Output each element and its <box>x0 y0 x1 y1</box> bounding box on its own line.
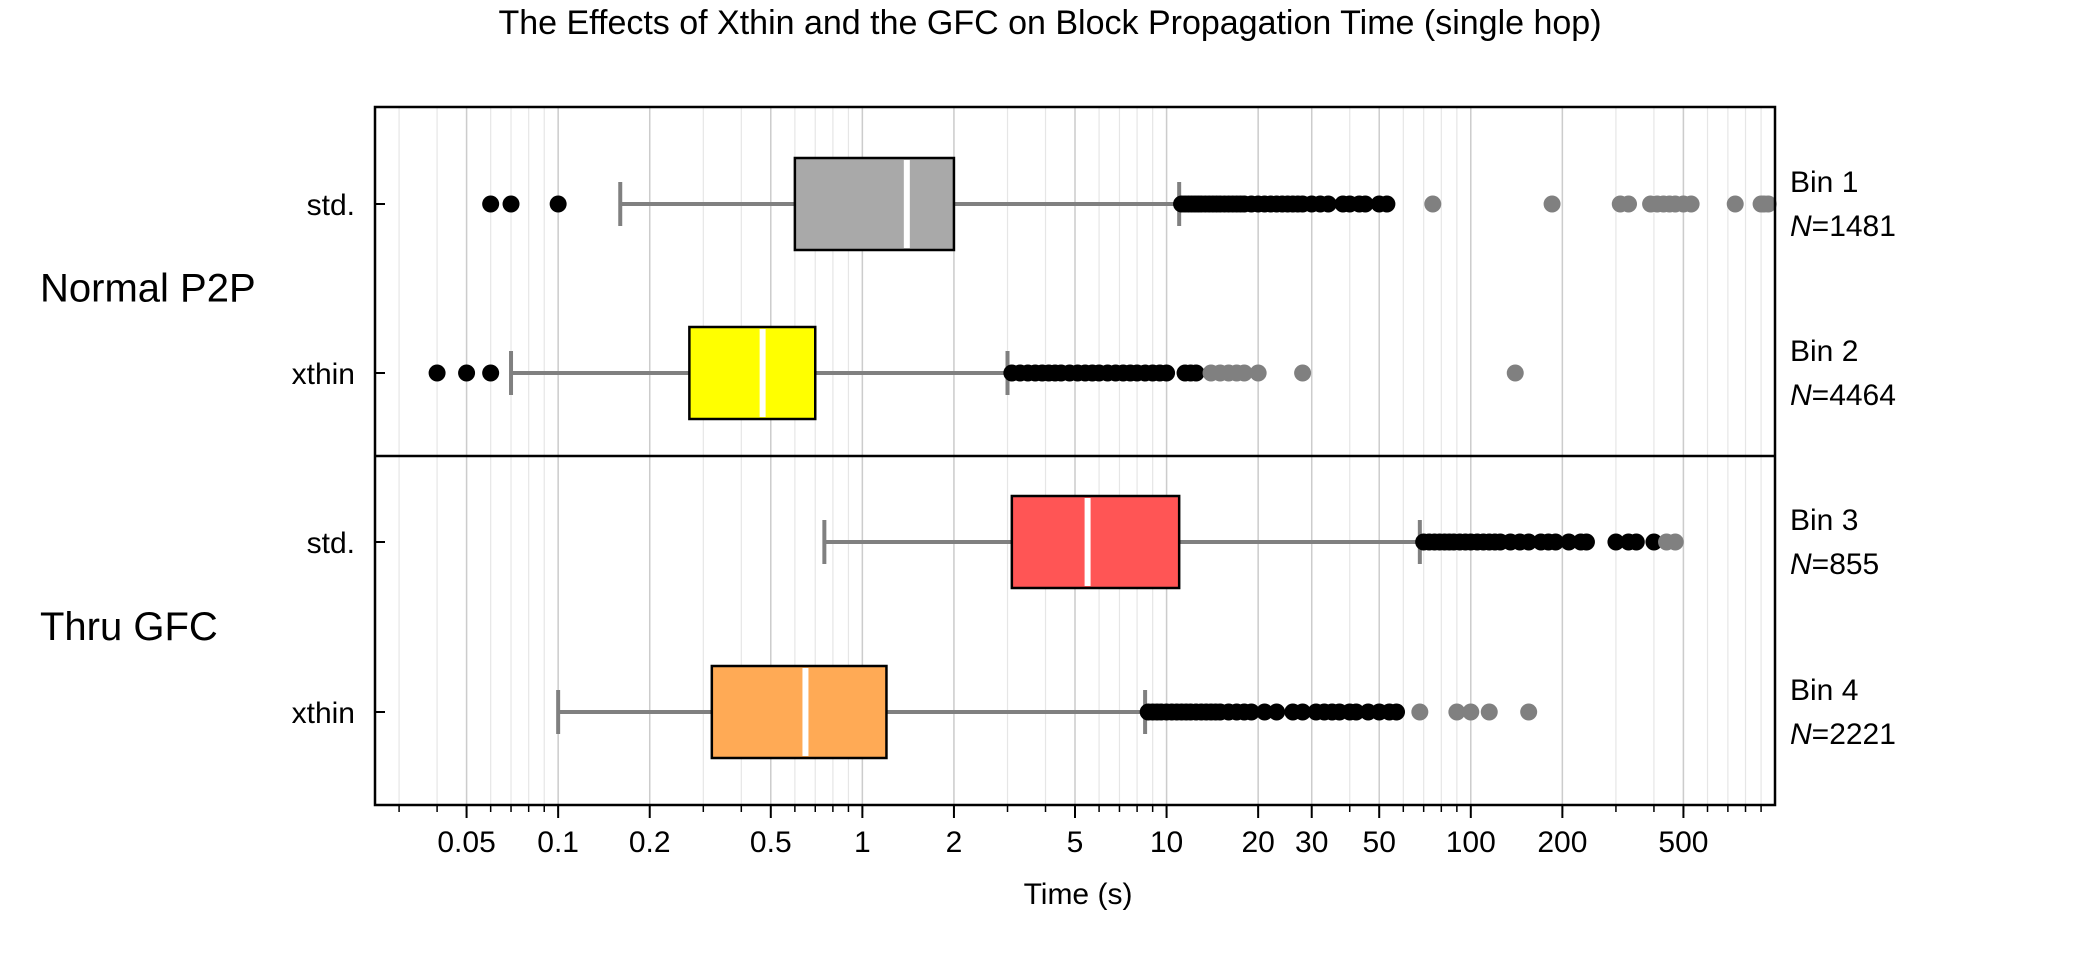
outlier-point <box>1242 703 1260 721</box>
x-tick-label: 0.2 <box>629 826 671 859</box>
far-outlier-point <box>1726 195 1744 213</box>
outlier-point <box>1607 533 1625 551</box>
far-outlier-point <box>1666 533 1684 551</box>
group-label: Thru GFC <box>40 605 218 649</box>
boxplot-row-1 <box>482 156 1777 252</box>
far-outlier-point <box>1620 195 1638 213</box>
x-tick-label: 0.1 <box>537 826 579 859</box>
sample-size-label: N=1481 <box>1790 210 1896 243</box>
n-value: =855 <box>1812 548 1880 581</box>
n-value: =2221 <box>1812 718 1896 751</box>
outlier-point <box>1645 533 1663 551</box>
x-tick-label: 20 <box>1241 826 1274 859</box>
outlier-point <box>1268 703 1286 721</box>
outlier-point <box>1560 533 1578 551</box>
outlier-point <box>458 364 476 382</box>
box-iqr <box>1010 494 1181 590</box>
n-value: =4464 <box>1812 379 1896 412</box>
n-symbol: N <box>1790 548 1812 581</box>
x-tick-label: 0.05 <box>437 826 495 859</box>
x-tick-label: 0.5 <box>750 826 792 859</box>
x-axis-label: Time (s) <box>1024 878 1133 911</box>
sample-size-label: N=4464 <box>1790 379 1896 412</box>
outlier-point <box>1388 703 1406 721</box>
x-tick-label: 2 <box>946 826 963 859</box>
outlier-point <box>549 195 567 213</box>
chart-title: The Effects of Xthin and the GFC on Bloc… <box>498 4 1601 42</box>
x-tick-label: 30 <box>1295 826 1328 859</box>
outlier-point <box>1319 195 1337 213</box>
row-label: xthin <box>292 697 355 730</box>
outlier-point <box>1627 533 1645 551</box>
n-symbol: N <box>1790 718 1812 751</box>
far-outlier-point <box>1682 195 1700 213</box>
far-outlier-point <box>1235 364 1253 382</box>
far-outlier-point <box>1411 703 1429 721</box>
outlier-point <box>482 364 500 382</box>
bin-label: Bin 2 <box>1790 335 1858 368</box>
boxplot-row-2 <box>428 325 1524 421</box>
outlier-point <box>1378 195 1396 213</box>
outlier-point <box>502 195 520 213</box>
far-outlier-point <box>1448 703 1466 721</box>
outlier-point <box>1547 533 1565 551</box>
far-outlier-point <box>1294 364 1312 382</box>
row-label: std. <box>307 527 355 560</box>
outlier-point <box>1187 364 1205 382</box>
far-outlier-point <box>1543 195 1561 213</box>
n-symbol: N <box>1790 210 1812 243</box>
far-outlier-point <box>1759 195 1777 213</box>
far-outlier-point <box>1249 364 1267 382</box>
row-label: std. <box>307 189 355 222</box>
far-outlier-point <box>1480 703 1498 721</box>
n-symbol: N <box>1790 379 1812 412</box>
bin-label: Bin 1 <box>1790 166 1858 199</box>
x-tick-label: 100 <box>1446 826 1496 859</box>
outlier-point <box>1577 533 1595 551</box>
outlier-point <box>1294 703 1312 721</box>
x-tick-label: 500 <box>1658 826 1708 859</box>
boxplot-row-4 <box>556 664 1538 760</box>
x-tick-label: 10 <box>1150 826 1183 859</box>
outlier-point <box>1520 533 1538 551</box>
box-iqr <box>710 664 888 760</box>
outlier-point <box>1158 364 1176 382</box>
x-tick-label: 200 <box>1537 826 1587 859</box>
outlier-point <box>1256 703 1274 721</box>
row-label: xthin <box>292 358 355 391</box>
far-outlier-point <box>1424 195 1442 213</box>
outlier-point <box>1347 703 1365 721</box>
far-outlier-point <box>1506 364 1524 382</box>
outlier-point <box>428 364 446 382</box>
outlier-point <box>1356 195 1374 213</box>
outlier-point <box>482 195 500 213</box>
bin-label: Bin 4 <box>1790 674 1858 707</box>
group-label: Normal P2P <box>40 267 256 311</box>
box-iqr <box>688 325 817 421</box>
x-tick-label: 1 <box>854 826 871 859</box>
x-tick-label: 50 <box>1363 826 1396 859</box>
box-iqr <box>793 156 956 252</box>
boxplot-row-3 <box>822 494 1684 590</box>
x-tick-label: 5 <box>1067 826 1084 859</box>
bin-label: Bin 3 <box>1790 504 1858 537</box>
sample-size-label: N=855 <box>1790 548 1879 581</box>
far-outlier-point <box>1520 703 1538 721</box>
n-value: =1481 <box>1812 210 1896 243</box>
far-outlier-point <box>1462 703 1480 721</box>
sample-size-label: N=2221 <box>1790 718 1896 751</box>
